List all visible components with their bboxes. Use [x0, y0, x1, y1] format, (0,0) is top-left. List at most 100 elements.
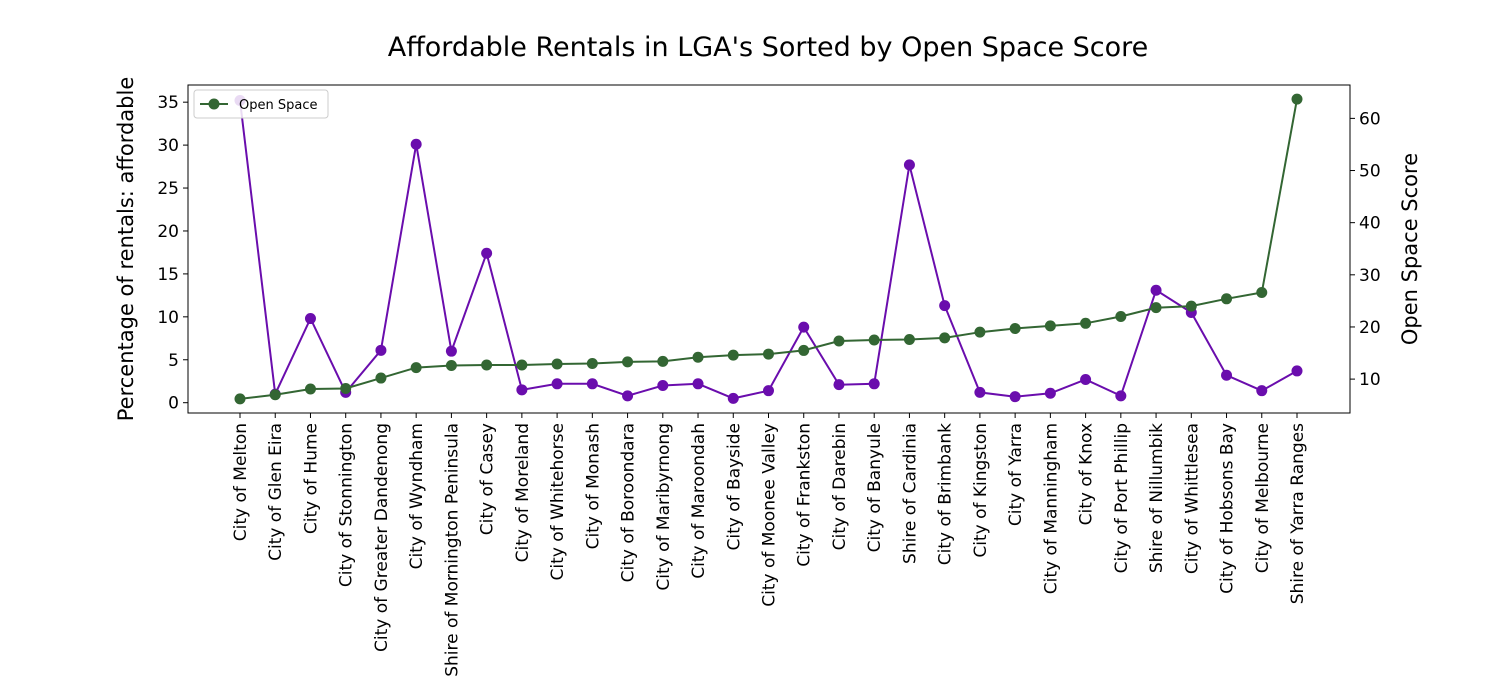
- series-0-point: [481, 247, 493, 259]
- x-tick-label: City of Greater Dandenong: [372, 423, 392, 652]
- x-tick-label: Shire of Nillumbik: [1147, 423, 1167, 573]
- series-0-point: [903, 159, 915, 171]
- series-1-point: [903, 333, 915, 345]
- series-1-point: [622, 356, 634, 368]
- series-0-point: [727, 392, 739, 404]
- series-1-point: [763, 348, 774, 360]
- series-1-point: [798, 344, 810, 356]
- x-tick-label: City of Maribyrnong: [654, 423, 674, 591]
- y-axis-right-label: Open Space Score: [1398, 153, 1422, 345]
- x-tick-label: City of Manningham: [1041, 423, 1061, 594]
- y-right-tick-label: 60: [1359, 109, 1381, 129]
- series-1-point: [445, 360, 457, 372]
- x-tick-label: City of Stonnington: [337, 423, 357, 587]
- series-0-point: [1080, 374, 1092, 386]
- x-tick-label: City of Moonee Valley: [760, 423, 780, 607]
- series-0-point: [833, 379, 845, 391]
- series-0-point: [410, 138, 422, 150]
- x-tick-label: Shire of Mornington Peninsula: [442, 423, 462, 677]
- series-0-point: [1221, 369, 1233, 381]
- x-tick-label: City of Casey: [478, 423, 498, 535]
- x-tick-label: Shire of Cardinia: [900, 423, 920, 564]
- series-0-point: [1150, 284, 1162, 296]
- series-1-point: [939, 332, 951, 344]
- legend: Open Space: [193, 89, 329, 119]
- series-1-point: [304, 383, 316, 395]
- series-1-point: [269, 389, 281, 401]
- y-left-tick-label: 0: [168, 394, 179, 414]
- series-1-point: [410, 362, 422, 374]
- y-left-tick-label: 35: [157, 93, 179, 113]
- x-tick-label: City of Knox: [1077, 423, 1097, 525]
- series-0-point: [692, 378, 704, 390]
- series-1-point: [657, 355, 669, 367]
- x-tick-label: City of Maroondah: [689, 423, 709, 579]
- y-left-tick-label: 25: [157, 179, 179, 199]
- series-0-point: [1115, 390, 1127, 402]
- series-1-point: [1256, 287, 1268, 299]
- chart-title: Affordable Rentals in LGA's Sorted by Op…: [388, 32, 1149, 63]
- x-tick-label: City of Whittlesea: [1182, 423, 1202, 574]
- series-1-point: [340, 382, 352, 394]
- series-1-point: [1115, 311, 1127, 323]
- series-0-point: [445, 345, 457, 357]
- series-1-point: [833, 335, 845, 347]
- series-0-point: [1009, 391, 1021, 403]
- series-1-point: [1044, 320, 1056, 332]
- series-1-point: [1221, 293, 1233, 305]
- x-tick-label: City of Hume: [301, 423, 321, 534]
- x-tick-label: City of Brimbank: [936, 423, 956, 565]
- x-tick-label: City of Melton: [231, 423, 251, 541]
- series-1-point: [1291, 93, 1303, 105]
- x-tick-label: City of Kingston: [971, 423, 991, 558]
- x-tick-label: City of Darebin: [830, 423, 850, 550]
- series-0-point: [868, 378, 880, 390]
- legend-marker: [208, 98, 220, 110]
- series-1-point: [974, 326, 986, 338]
- series-1-point: [727, 349, 739, 361]
- x-tick-label: City of Banyule: [865, 423, 885, 552]
- y-right-tick-label: 20: [1359, 318, 1381, 338]
- y-left-tick-label: 30: [157, 136, 179, 156]
- series-1-point: [868, 334, 880, 346]
- y-left-tick-label: 5: [168, 351, 179, 371]
- legend-label: Open Space: [239, 98, 317, 113]
- x-tick-label: City of Port Phillip: [1112, 423, 1132, 573]
- x-tick-label: City of Moreland: [513, 423, 533, 562]
- series-1-point: [692, 351, 704, 363]
- series-0-point: [657, 380, 669, 392]
- series-1-point: [234, 393, 246, 405]
- series-0-point: [974, 386, 986, 398]
- x-tick-label: City of Bayside: [724, 423, 744, 550]
- series-0-point: [763, 385, 774, 397]
- series-1-point: [1009, 323, 1021, 335]
- series-0-point: [516, 384, 528, 396]
- x-tick-label: City of Yarra: [1006, 423, 1026, 526]
- series-0-point: [939, 300, 951, 312]
- series-0-point: [1044, 387, 1056, 399]
- series-1-point: [375, 372, 387, 384]
- y-right-tick-label: 30: [1359, 266, 1381, 286]
- series-0-point: [551, 378, 563, 390]
- series-1-point: [516, 359, 528, 371]
- x-tick-label: City of Hobsons Bay: [1218, 423, 1238, 594]
- legend-box: [193, 89, 329, 119]
- y-left-tick-label: 15: [157, 265, 179, 285]
- series-1-point: [1080, 317, 1092, 329]
- y-left-tick-label: 20: [157, 222, 179, 242]
- x-tick-label: City of Glen Eira: [266, 423, 286, 561]
- y-left-tick-label: 10: [157, 308, 179, 328]
- series-0-point: [798, 321, 810, 333]
- plot-frame: [187, 84, 1351, 414]
- series-1-point: [551, 358, 563, 370]
- y-axis-left-label: Percentage of rentals: affordable: [114, 77, 138, 422]
- series-0-point: [1256, 385, 1268, 397]
- series-1-point: [1185, 300, 1197, 312]
- series-0-point: [586, 378, 598, 390]
- series-0-point: [1291, 365, 1303, 377]
- series-1-point: [481, 359, 493, 371]
- y-right-tick-label: 50: [1359, 162, 1381, 182]
- x-tick-label: City of Melbourne: [1253, 423, 1273, 573]
- x-tick-label: Shire of Yarra Ranges: [1288, 423, 1308, 604]
- x-tick-label: City of Boroondara: [619, 423, 639, 582]
